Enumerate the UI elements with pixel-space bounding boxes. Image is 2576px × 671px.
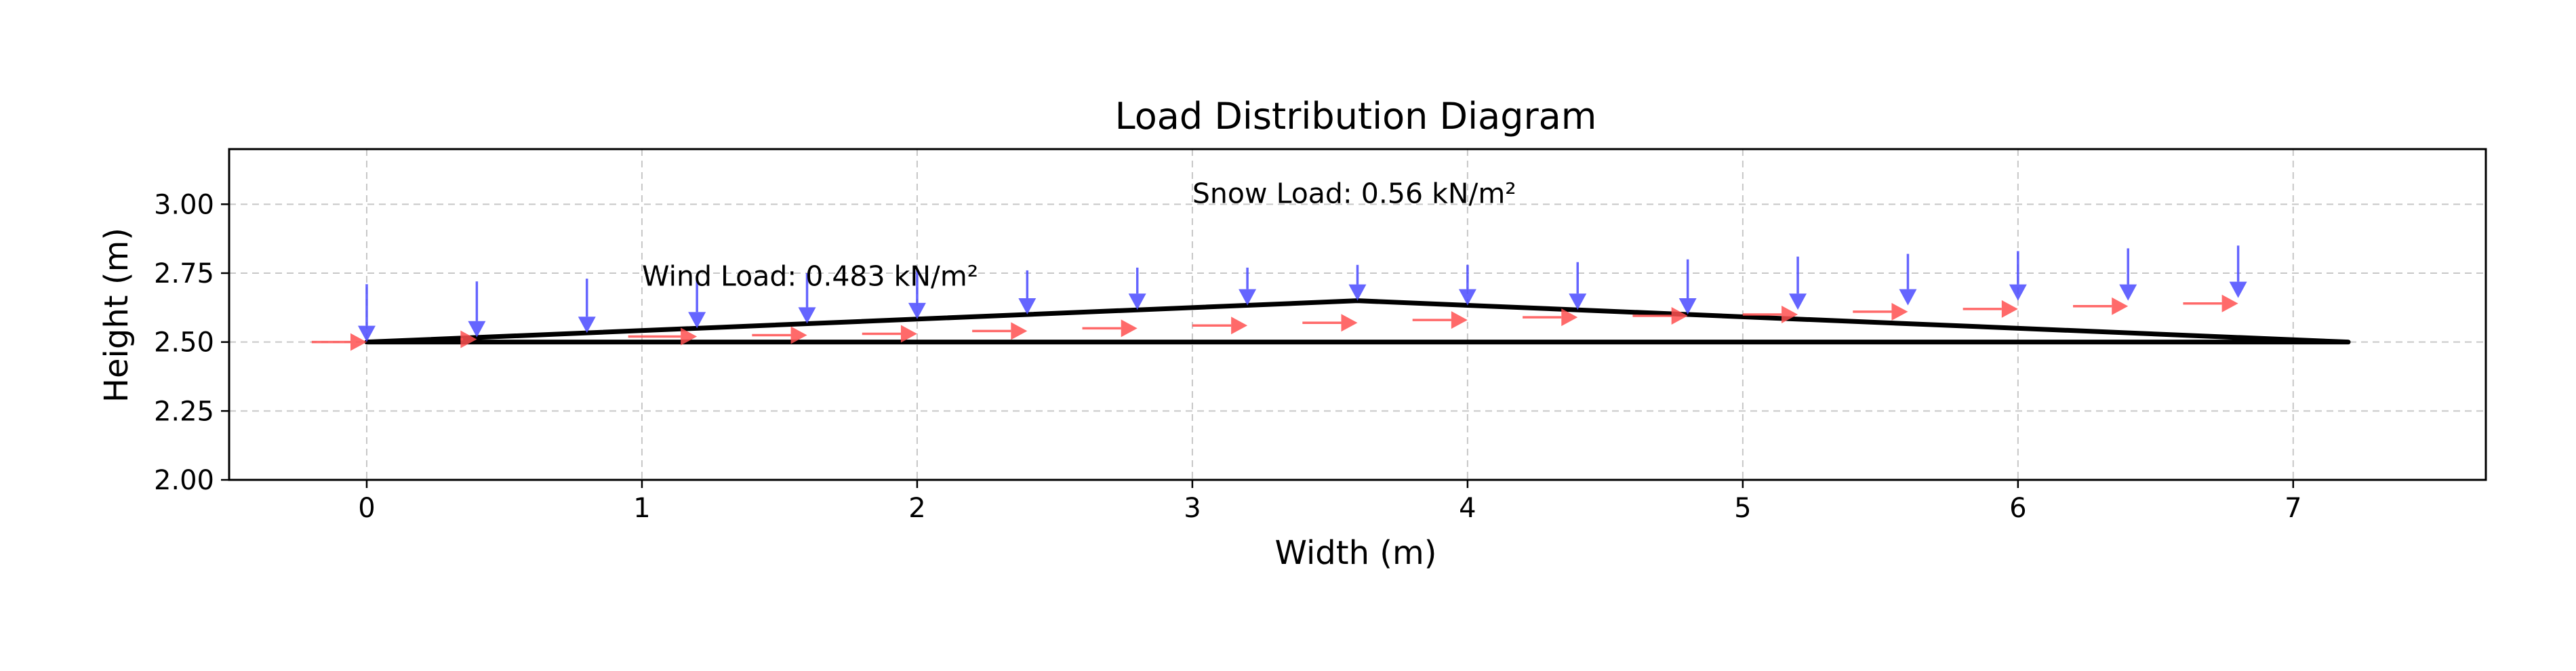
snow-arrow — [1458, 264, 1476, 306]
snow-arrow — [1899, 253, 1917, 306]
wind-arrow — [1523, 308, 1578, 327]
wind-arrow-head — [790, 326, 807, 344]
x-axis-ticks: 0 1 2 3 4 5 6 7 — [358, 480, 2302, 524]
wind-arrow-head — [1451, 311, 1468, 329]
x-tick-label: 5 — [1734, 493, 1751, 524]
wind-arrow — [972, 322, 1028, 340]
wind-arrow — [1632, 307, 1688, 325]
x-axis-label: Width (m) — [1275, 534, 1437, 572]
wind-arrow-head — [460, 330, 477, 348]
snow-arrow-head — [578, 317, 596, 333]
snow-arrow — [908, 270, 926, 319]
snow-arrow-head — [2009, 284, 2027, 301]
y-tick-label: 2.00 — [154, 465, 214, 496]
snow-arrow-head — [1458, 289, 1476, 306]
snow-arrow-head — [1789, 293, 1807, 310]
wind-arrow-head — [2001, 300, 2018, 318]
snow-arrow — [2119, 248, 2137, 301]
wind-arrow — [1412, 311, 1468, 329]
snow-arrow — [1128, 267, 1146, 310]
wind-arrow-head — [2112, 297, 2129, 315]
x-tick-label: 1 — [633, 493, 650, 524]
snow-arrow-head — [908, 302, 926, 319]
snow-arrow-head — [798, 307, 816, 324]
wind-arrow — [1853, 302, 1908, 321]
roof-line — [364, 298, 2351, 345]
wind-load-arrows — [311, 294, 2238, 351]
wind-arrow — [460, 330, 477, 348]
wind-arrow — [862, 325, 917, 343]
wind-arrow-head — [1782, 306, 1798, 323]
snow-arrow — [1678, 259, 1697, 314]
wind-arrow-head — [2221, 294, 2238, 312]
y-tick-label: 2.50 — [154, 327, 214, 359]
y-tick-label: 3.00 — [154, 189, 214, 220]
snow-arrow-head — [1018, 298, 1037, 314]
snow-arrow-head — [2229, 281, 2247, 298]
wind-load-label: Wind Load: 0.483 kN/m² — [642, 260, 978, 292]
snow-arrow — [688, 276, 706, 329]
x-tick-label: 4 — [1459, 493, 1476, 524]
chart-title: Load Distribution Diagram — [1115, 95, 1597, 138]
y-tick-label: 2.25 — [154, 396, 214, 427]
snow-arrow — [357, 284, 376, 342]
wind-arrow-head — [1671, 307, 1688, 325]
y-axis-label: Height (m) — [98, 228, 136, 403]
x-tick-label: 0 — [358, 493, 375, 524]
wind-arrow — [1742, 306, 1798, 323]
snow-arrow-head — [1678, 298, 1697, 314]
wind-arrow-head — [1561, 308, 1578, 327]
wind-arrow-head — [1231, 317, 1248, 335]
wind-arrow-head — [1011, 322, 1028, 340]
snow-arrow — [1348, 264, 1367, 301]
snow-load-arrows — [357, 245, 2247, 342]
wind-arrow — [2073, 297, 2129, 315]
snow-arrow — [1789, 256, 1807, 310]
snow-arrow-head — [468, 321, 486, 338]
wind-arrow-head — [350, 333, 367, 351]
wind-arrow — [2183, 294, 2238, 312]
wind-arrow-head — [1121, 319, 1138, 338]
snow-arrow-head — [2119, 284, 2137, 301]
x-tick-label: 6 — [2009, 493, 2026, 524]
wind-arrow-head — [1341, 314, 1358, 332]
roof-outline — [364, 298, 2351, 345]
y-tick-label: 2.75 — [154, 258, 214, 289]
x-tick-label: 2 — [908, 493, 925, 524]
wind-arrow — [752, 326, 807, 344]
plot-frame — [228, 148, 2487, 481]
wind-arrow — [1963, 300, 2018, 318]
snow-load-label: Snow Load: 0.56 kN/m² — [1192, 177, 1516, 209]
snow-arrow — [468, 281, 486, 338]
snow-arrow — [1569, 262, 1587, 310]
snow-arrow — [2009, 251, 2027, 301]
wind-arrow-head — [900, 325, 917, 343]
wind-arrow-head — [681, 327, 698, 346]
snow-arrow-head — [1348, 284, 1367, 301]
x-tick-label: 3 — [1184, 493, 1201, 524]
x-tick-label: 7 — [2285, 493, 2301, 524]
wind-arrow — [1302, 314, 1358, 332]
snow-arrow — [1239, 267, 1257, 306]
snow-arrow-head — [1569, 293, 1587, 310]
snow-arrow-head — [357, 325, 376, 342]
snow-arrow — [578, 279, 596, 333]
y-axis-ticks: 2.00 2.25 2.50 2.75 3.00 — [154, 189, 229, 496]
wind-arrow — [1192, 317, 1248, 335]
snow-arrow — [2229, 245, 2247, 298]
wind-arrow — [311, 333, 367, 351]
snow-arrow — [798, 273, 816, 324]
wind-arrow — [628, 327, 698, 346]
wind-arrow — [1082, 319, 1138, 338]
snow-arrow-head — [688, 312, 706, 329]
wind-arrow-head — [1891, 302, 1908, 321]
snow-arrow-head — [1239, 289, 1257, 306]
snow-arrow-head — [1128, 293, 1146, 310]
snow-arrow — [1018, 270, 1037, 314]
snow-arrow-head — [1899, 289, 1917, 306]
